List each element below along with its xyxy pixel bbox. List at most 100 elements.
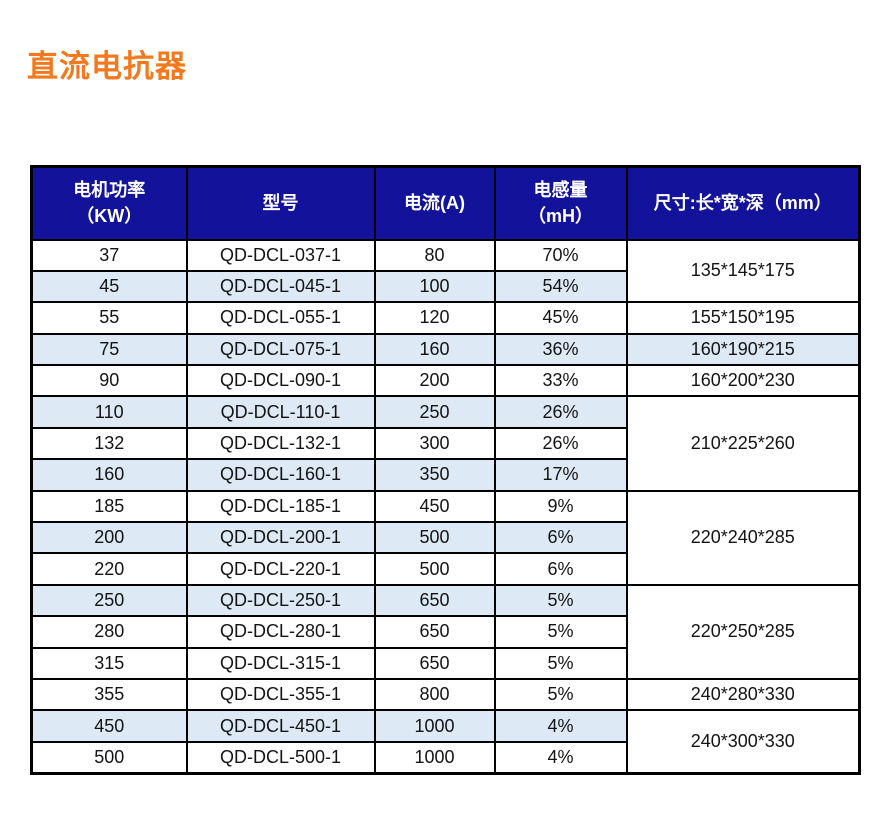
column-header-power: 电机功率 （KW）	[30, 165, 188, 241]
model-cell: QD-DCL-110-1	[185, 395, 376, 429]
model-cell: QD-DCL-250-1	[185, 583, 376, 618]
model-cell: QD-DCL-355-1	[185, 677, 376, 712]
column-header-power-unit: （KW）	[76, 206, 143, 227]
size-cell: 220*250*285	[625, 583, 861, 680]
power-cell: 220	[30, 552, 188, 586]
size-cell: 135*145*175	[625, 238, 861, 304]
table-row: 160 QD-DCL-160-1 350 17%	[30, 458, 860, 492]
model-cell: QD-DCL-037-1	[185, 238, 376, 272]
inductance-cell: 70%	[493, 238, 628, 272]
inductance-cell: 26%	[493, 426, 628, 461]
inductance-cell: 17%	[493, 458, 628, 492]
power-cell: 185	[30, 489, 188, 524]
current-cell: 200	[373, 364, 496, 398]
model-cell: QD-DCL-055-1	[185, 301, 376, 335]
table-row: 355 QD-DCL-355-1 800 5% 240*280*330	[30, 677, 861, 712]
current-cell: 300	[373, 426, 496, 461]
table-row: 280 QD-DCL-280-1 650 5%	[30, 615, 860, 649]
power-cell: 37	[30, 238, 188, 272]
inductance-cell: 54%	[493, 269, 628, 304]
column-header-current-text: 电流(A)	[404, 193, 465, 214]
size-cell: 240*300*330	[625, 709, 861, 775]
inductance-cell: 9%	[493, 489, 628, 524]
size-cell: 240*280*330	[625, 677, 861, 712]
model-cell: QD-DCL-280-1	[185, 615, 376, 649]
current-cell: 650	[373, 615, 496, 649]
table-row: 132 QD-DCL-132-1 300 26%	[30, 426, 860, 461]
current-cell: 100	[373, 269, 496, 304]
model-cell: QD-DCL-200-1	[185, 521, 376, 555]
power-cell: 55	[30, 301, 188, 335]
power-cell: 250	[30, 583, 188, 618]
current-cell: 650	[373, 583, 496, 618]
inductance-cell: 5%	[493, 677, 628, 712]
model-cell: QD-DCL-220-1	[185, 552, 376, 586]
model-cell: QD-DCL-075-1	[185, 332, 376, 367]
table-body: 37 QD-DCL-037-1 80 70% 135*145*175 45 QD-DCL-0…	[30, 238, 861, 775]
column-header-model-text: 型号	[262, 193, 299, 214]
table-row: 90 QD-DCL-090-1 200 33% 160*200*230	[30, 364, 861, 398]
power-cell: 110	[30, 395, 188, 429]
table-row: 37 QD-DCL-037-1 80 70% 135*145*175	[30, 238, 861, 304]
inductance-cell: 36%	[493, 332, 628, 367]
table-row: 45 QD-DCL-045-1 100 54%	[30, 269, 860, 304]
model-cell: QD-DCL-160-1	[185, 458, 376, 492]
power-cell: 500	[30, 740, 188, 775]
current-cell: 1000	[373, 709, 496, 743]
power-cell: 355	[30, 677, 188, 712]
column-header-power-text: 电机功率	[73, 180, 146, 201]
model-cell: QD-DCL-450-1	[185, 709, 376, 743]
size-cell: 160*190*215	[625, 332, 861, 367]
size-cell: 155*150*195	[625, 301, 861, 335]
document-page: 直流电抗器 电机功率 （KW） 型号 电流(A) 电感量 （mH） 尺寸:长*宽*深（mm）…	[0, 49, 885, 775]
table-row: 500 QD-DCL-500-1 1000 4%	[30, 740, 860, 775]
column-header-inductance-text: 电感量	[533, 180, 588, 201]
size-cell: 220*240*285	[625, 489, 861, 586]
current-cell: 250	[373, 395, 496, 429]
inductance-cell: 5%	[493, 583, 628, 618]
table-row: 75 QD-DCL-075-1 160 36% 160*190*215	[30, 332, 861, 367]
model-cell: QD-DCL-500-1	[185, 740, 376, 775]
current-cell: 500	[373, 552, 496, 586]
model-cell: QD-DCL-132-1	[185, 426, 376, 461]
page-title: 直流电抗器	[27, 49, 187, 84]
power-cell: 132	[30, 426, 188, 461]
power-cell: 280	[30, 615, 188, 649]
current-cell: 80	[373, 238, 496, 272]
column-header-inductance: 电感量 （mH）	[493, 165, 628, 241]
table-row: 55 QD-DCL-055-1 120 45% 155*150*195	[30, 301, 861, 335]
current-cell: 650	[373, 646, 496, 680]
inductance-cell: 45%	[493, 301, 628, 335]
column-header-size-text: 尺寸:长*宽*深（mm）	[653, 193, 832, 214]
power-cell: 450	[30, 709, 188, 743]
current-cell: 160	[373, 332, 496, 367]
current-cell: 120	[373, 301, 496, 335]
dc-reactor-spec-table: 电机功率 （KW） 型号 电流(A) 电感量 （mH） 尺寸:长*宽*深（mm） 37 QD-…	[30, 165, 861, 775]
column-header-size: 尺寸:长*宽*深（mm）	[625, 165, 861, 241]
table-row: 110 QD-DCL-110-1 250 26% 210*225*260	[30, 395, 861, 492]
power-cell: 315	[30, 646, 188, 680]
current-cell: 800	[373, 677, 496, 712]
table-header: 电机功率 （KW） 型号 电流(A) 电感量 （mH） 尺寸:长*宽*深（mm）	[30, 165, 861, 241]
power-cell: 160	[30, 458, 188, 492]
power-cell: 45	[30, 269, 188, 304]
table-row: 450 QD-DCL-450-1 1000 4% 240*300*330	[30, 709, 861, 775]
model-cell: QD-DCL-045-1	[185, 269, 376, 304]
model-cell: QD-DCL-090-1	[185, 364, 376, 398]
model-cell: QD-DCL-315-1	[185, 646, 376, 680]
inductance-cell: 26%	[493, 395, 628, 429]
table-row: 200 QD-DCL-200-1 500 6%	[30, 521, 860, 555]
inductance-cell: 33%	[493, 364, 628, 398]
table-row: 185 QD-DCL-185-1 450 9% 220*240*285	[30, 489, 861, 586]
column-header-model: 型号	[185, 165, 376, 241]
table-row: 220 QD-DCL-220-1 500 6%	[30, 552, 860, 586]
current-cell: 500	[373, 521, 496, 555]
inductance-cell: 4%	[493, 740, 628, 775]
power-cell: 90	[30, 364, 188, 398]
inductance-cell: 6%	[493, 552, 628, 586]
model-cell: QD-DCL-185-1	[185, 489, 376, 524]
current-cell: 350	[373, 458, 496, 492]
table-header-row: 电机功率 （KW） 型号 电流(A) 电感量 （mH） 尺寸:长*宽*深（mm）	[30, 165, 861, 241]
inductance-cell: 5%	[493, 615, 628, 649]
power-cell: 75	[30, 332, 188, 367]
